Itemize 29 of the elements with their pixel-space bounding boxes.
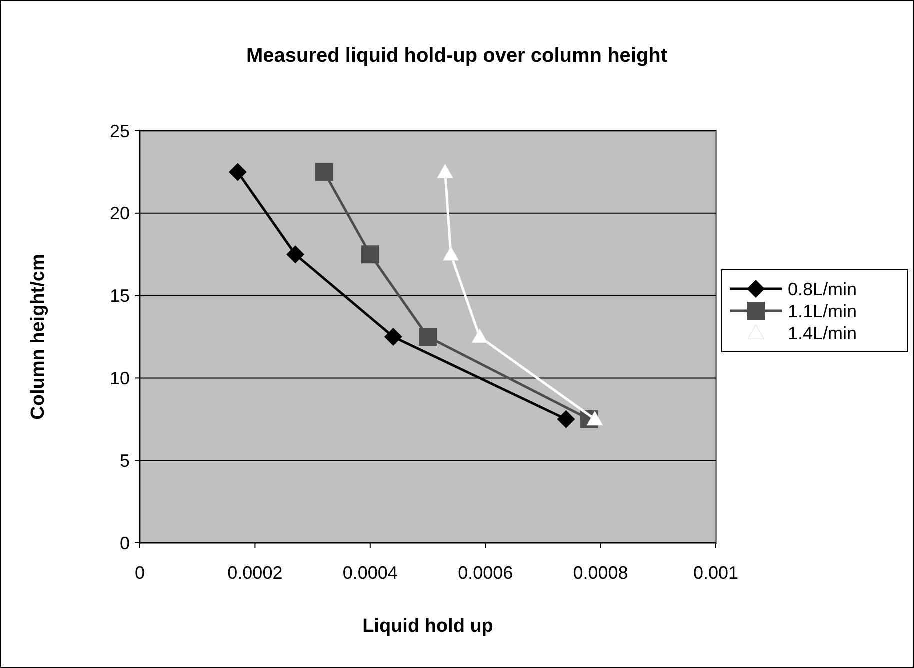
x-tick-label: 0.0004 [342,563,398,583]
y-tick-label: 5 [120,450,130,471]
x-axis-title: Liquid hold up [362,616,494,637]
x-tick-label: 0.0006 [458,563,514,583]
y-tick-label: 20 [110,204,130,224]
y-tick-label: 0 [120,533,130,554]
point [586,411,604,426]
point [437,164,454,178]
point [384,328,402,346]
point [419,328,437,346]
x-tick-label: 0.0002 [228,563,283,583]
point [557,410,576,428]
x-tick-label: 0.001 [693,563,739,583]
point [286,246,305,264]
legend-label: 1.1L/min [788,301,858,322]
point [442,246,460,261]
y-axis-title: Column height/cm [28,254,49,420]
x-tick-label: 0.0008 [573,563,628,583]
legend-label: 0.8L/min [788,279,858,300]
y-tick-label: 25 [110,121,130,142]
point [472,328,488,344]
y-tick-label: 15 [110,286,130,306]
point [228,163,247,182]
x-tick-label: 0 [134,563,146,583]
legend-label: 1.4L/min [788,323,858,344]
point [315,163,334,182]
chart-title: Measured liquid hold-up over column height [246,45,668,67]
point [361,246,380,264]
y-tick-label: 10 [110,368,130,388]
